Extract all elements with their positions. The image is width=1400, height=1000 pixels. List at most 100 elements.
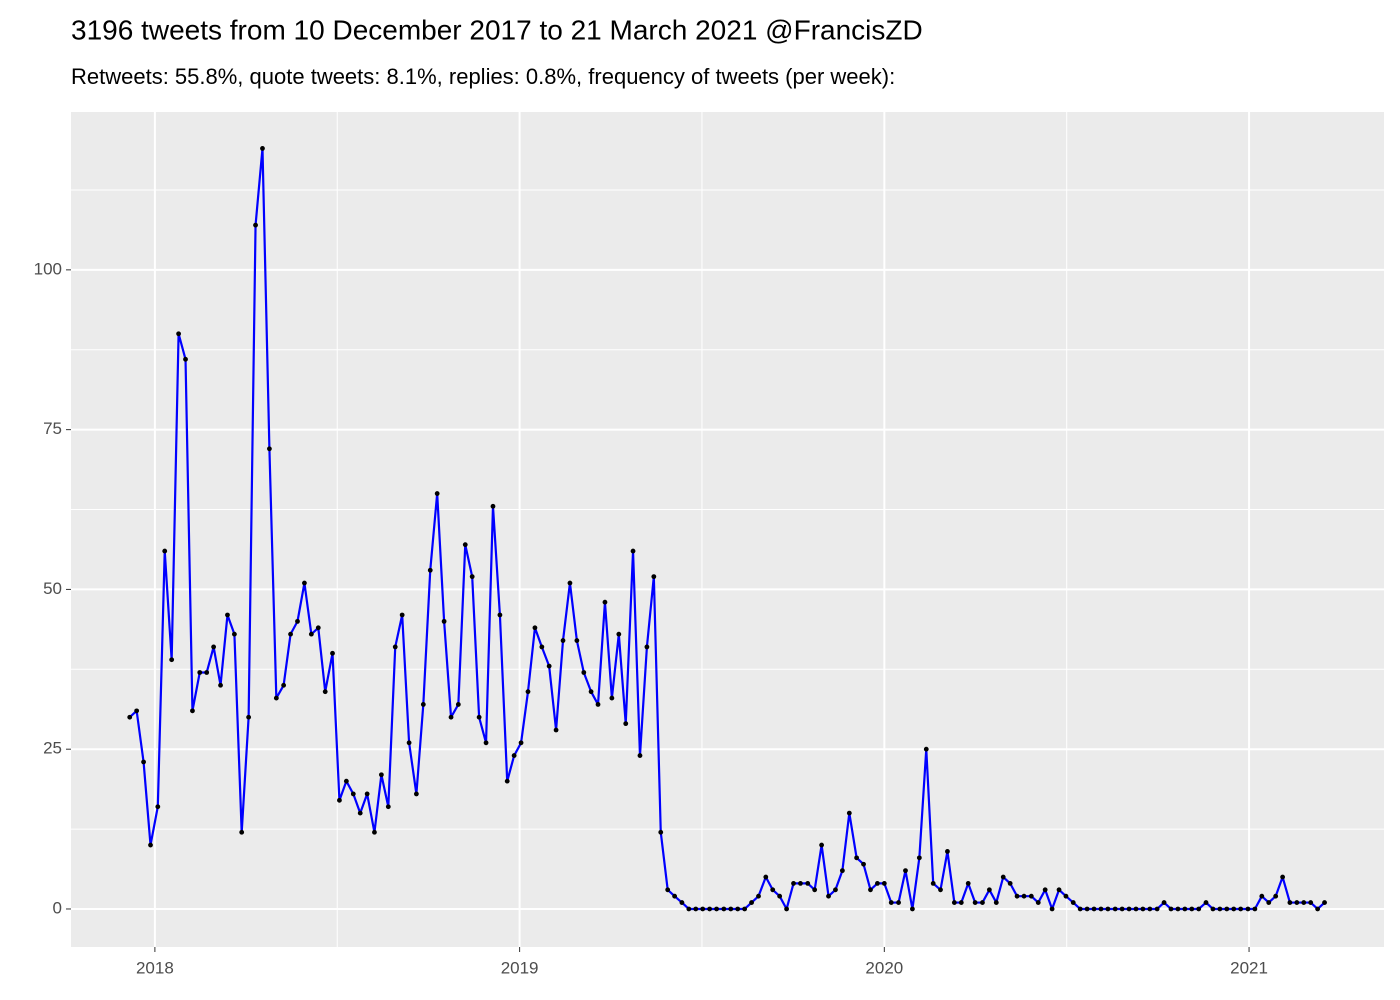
point	[476, 714, 482, 720]
point	[1203, 900, 1209, 905]
point	[211, 644, 217, 650]
point	[693, 906, 699, 912]
point	[798, 881, 803, 886]
point	[1112, 906, 1118, 912]
point	[945, 849, 950, 854]
point	[770, 887, 776, 893]
point	[1042, 887, 1048, 893]
point	[260, 146, 265, 151]
point	[819, 842, 824, 848]
point	[958, 900, 964, 905]
point	[644, 644, 650, 650]
point	[183, 356, 188, 362]
point	[1077, 906, 1083, 912]
x-tick-label: 2020	[865, 958, 903, 977]
point	[1147, 906, 1153, 912]
point	[896, 900, 901, 905]
point	[1084, 906, 1090, 912]
y-tick-label: 75	[43, 419, 62, 438]
point	[392, 644, 398, 650]
point	[1035, 900, 1041, 905]
point	[735, 906, 741, 912]
point	[756, 893, 761, 899]
point	[854, 855, 860, 861]
point	[707, 906, 713, 912]
y-tick-label: 100	[34, 259, 62, 278]
point	[868, 887, 873, 893]
point	[127, 714, 133, 720]
point	[525, 689, 531, 695]
point	[281, 682, 287, 688]
point	[267, 446, 272, 452]
point	[1238, 906, 1244, 912]
point	[246, 714, 252, 720]
point	[539, 644, 545, 650]
point	[330, 650, 335, 656]
point	[1070, 900, 1076, 905]
chart-subtitle: Retweets: 55.8%, quote tweets: 8.1%, rep…	[71, 64, 895, 89]
point	[141, 759, 146, 765]
point	[910, 906, 915, 912]
point	[1063, 893, 1069, 899]
point	[623, 721, 629, 727]
point	[930, 881, 936, 886]
point	[190, 708, 195, 714]
point	[364, 791, 370, 797]
point	[1308, 900, 1314, 905]
point	[993, 900, 999, 905]
point	[1021, 893, 1027, 899]
point	[532, 625, 538, 631]
point	[951, 900, 957, 905]
y-tick-label: 0	[53, 898, 62, 917]
point	[637, 753, 643, 758]
point	[134, 708, 140, 714]
point	[972, 900, 978, 905]
point	[581, 670, 587, 675]
point	[916, 855, 922, 861]
point	[295, 618, 300, 624]
point	[1259, 893, 1265, 899]
point	[560, 638, 566, 643]
point	[721, 906, 727, 912]
point	[938, 887, 943, 893]
point	[225, 612, 230, 618]
point	[1175, 906, 1181, 912]
point	[1000, 874, 1006, 880]
point	[1091, 906, 1097, 912]
point	[322, 689, 328, 695]
point	[337, 797, 342, 803]
point	[574, 638, 580, 643]
point	[986, 887, 992, 893]
point	[497, 612, 503, 618]
x-tick-label: 2019	[501, 958, 539, 977]
point	[239, 829, 245, 835]
point	[923, 746, 929, 752]
point	[602, 599, 608, 605]
point	[1294, 900, 1300, 905]
point	[455, 702, 461, 707]
point	[273, 695, 279, 701]
point	[399, 612, 405, 618]
point	[372, 829, 377, 835]
point	[679, 900, 685, 905]
point	[204, 670, 210, 675]
point	[308, 631, 314, 637]
point	[700, 906, 706, 912]
point	[749, 900, 754, 905]
point	[1161, 900, 1167, 905]
point	[288, 631, 293, 637]
point	[553, 727, 559, 733]
point	[1210, 906, 1216, 912]
point	[567, 580, 573, 586]
point	[1196, 906, 1202, 912]
point	[1224, 906, 1230, 912]
x-tick-label: 2018	[136, 958, 174, 977]
point	[1028, 893, 1034, 899]
point	[1252, 906, 1258, 912]
point	[777, 893, 783, 899]
point	[155, 804, 161, 810]
point	[1245, 906, 1251, 912]
point	[651, 574, 657, 580]
plot-panel	[71, 112, 1384, 947]
